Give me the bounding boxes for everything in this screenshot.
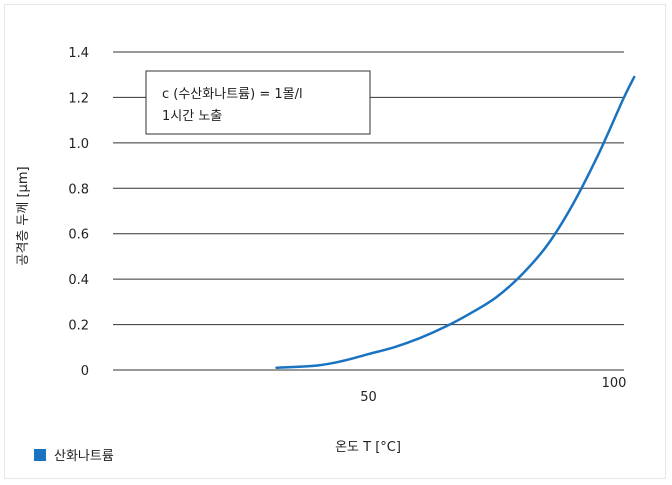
- annotation-box: c (수산화나트륨) = 1몰/l 1시간 노출: [145, 70, 371, 135]
- y-tick-label: 1.2: [68, 91, 89, 106]
- y-tick-label: 0.2: [68, 319, 89, 334]
- grid-lines: [113, 51, 624, 371]
- y-tick-label: 1.4: [68, 46, 89, 61]
- y-tick-label: 0.6: [68, 228, 89, 243]
- y-tick-label: 1.0: [68, 137, 89, 152]
- annotation-line-2: 1시간 노출: [162, 109, 222, 124]
- legend-swatch: [34, 449, 46, 461]
- y-tick-label: 0: [81, 364, 89, 379]
- legend-label: 산화나트륨: [54, 449, 114, 464]
- y-axis-label: 공격층 두께 [µm]: [16, 166, 31, 265]
- annotation-line-1: c (수산화나트륨) = 1몰/l: [162, 87, 303, 102]
- series-layer: [275, 75, 636, 369]
- x-tick-labels: 50 100: [360, 376, 626, 405]
- series-line: [275, 75, 636, 369]
- legend: 산화나트륨: [34, 449, 114, 464]
- y-tick-label: 0.4: [68, 273, 89, 288]
- x-axis-label: 온도 T [°C]: [335, 440, 401, 455]
- y-tick-labels: 0 0.2 0.4 0.6 0.8 1.0 1.2 1.4: [68, 46, 89, 379]
- y-tick-label: 0.8: [68, 182, 89, 197]
- x-tick-label: 50: [360, 390, 377, 405]
- x-tick-label: 100: [602, 376, 627, 391]
